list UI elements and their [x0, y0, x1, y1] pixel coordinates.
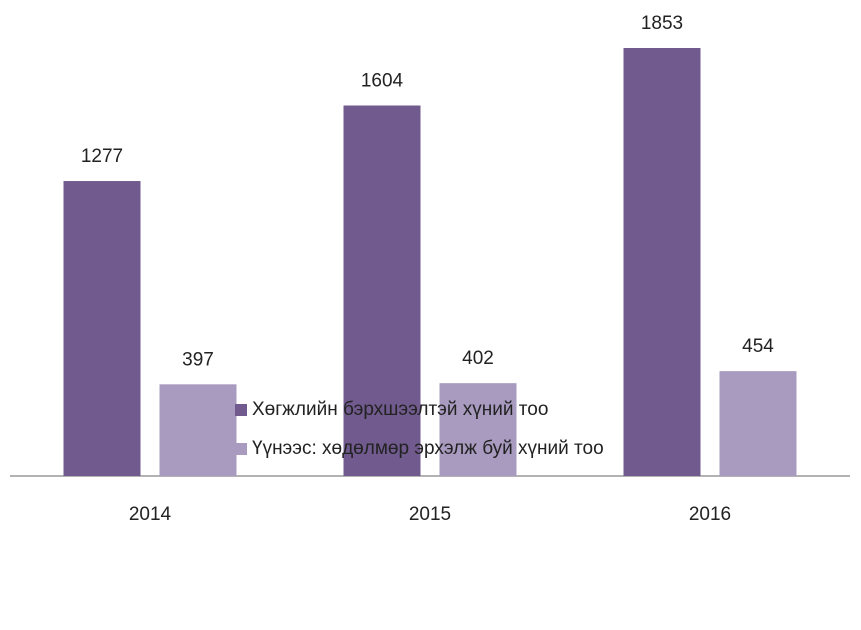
x-tick-label: 2016 [689, 504, 731, 525]
bar [159, 384, 237, 476]
legend-label: Үүнээс: хөдөлмөр эрхэлж буй хүний тоо [252, 438, 604, 459]
bar [719, 371, 797, 476]
legend-label: Хөгжлийн бэрхшээлтэй хүний тоо [252, 399, 548, 420]
legend-swatch [235, 404, 247, 416]
bar [623, 48, 701, 476]
x-tick-label: 2014 [129, 504, 172, 525]
data-label: 402 [462, 348, 494, 369]
data-label: 1853 [641, 13, 683, 34]
data-label: 1604 [361, 71, 404, 92]
bar [63, 181, 141, 476]
x-tick-label: 2015 [409, 504, 451, 525]
legend-swatch [235, 443, 247, 455]
data-label: 397 [182, 349, 214, 370]
data-label: 1277 [81, 146, 123, 167]
data-label: 454 [742, 336, 774, 357]
bar [343, 105, 421, 477]
bar [439, 383, 517, 476]
